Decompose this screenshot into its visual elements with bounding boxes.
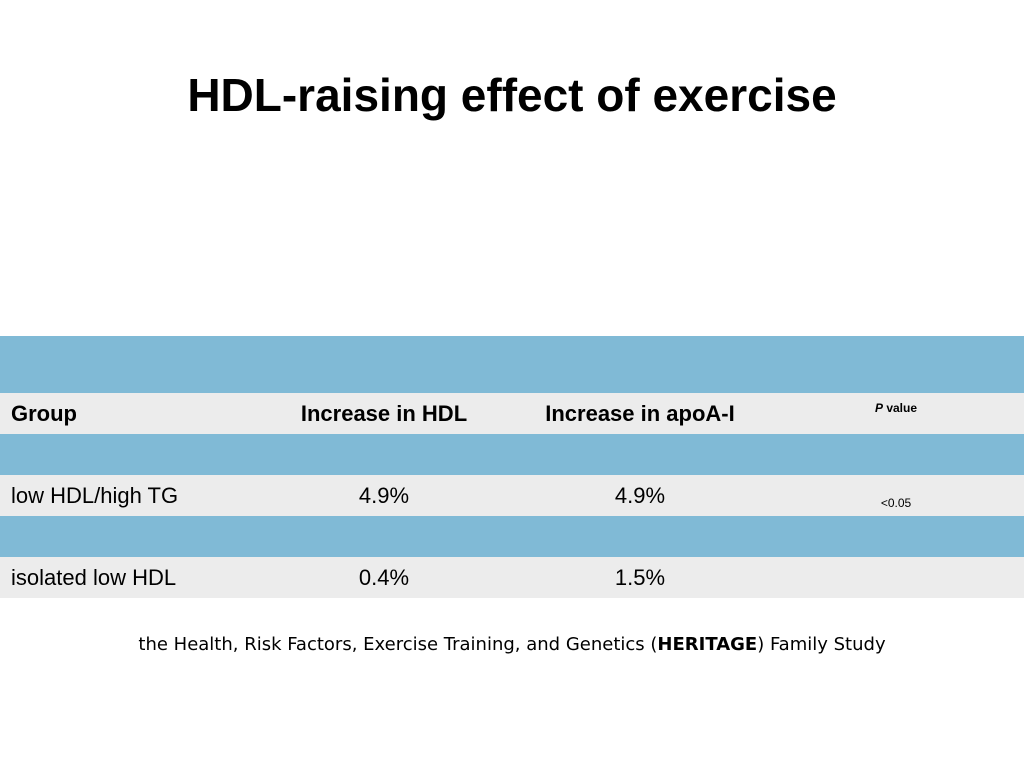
header-increase-apoa: Increase in apoA-I [545,400,735,426]
footnote-text-after: ) Family Study [757,634,886,655]
row-increase-apoa: 4.9% [614,482,666,508]
table-separator-band [0,516,1024,557]
footnote-study-name: HERITAGE [657,634,758,655]
table-top-band [0,336,1024,393]
table-row: low HDL/high TG 4.9% 4.9% <0.05 [0,475,1024,516]
row-p-value: <0.05 [880,496,912,510]
row-p-value [846,557,946,598]
row-group: low HDL/high TG [11,482,179,508]
row-group: isolated low HDL [11,564,177,590]
row-increase-hdl: 0.4% [358,564,410,590]
table-separator-band [0,434,1024,475]
slide-title: HDL-raising effect of exercise [187,69,837,121]
header-p-value: P value [846,393,946,415]
table-header-row: Group Increase in HDL Increase in apoA-I… [0,393,1024,434]
study-footnote: the Health, Risk Factors, Exercise Train… [0,634,1024,655]
header-group: Group [11,400,77,426]
header-p-letter: P [874,401,883,415]
table-row: isolated low HDL 0.4% 1.5% [0,557,1024,598]
footnote-text-before: the Health, Risk Factors, Exercise Train… [138,634,658,655]
header-increase-hdl: Increase in HDL [300,400,468,426]
row-increase-apoa: 1.5% [614,564,666,590]
results-table: Group Increase in HDL Increase in apoA-I… [0,336,1024,598]
header-p-word: value [882,401,918,415]
row-increase-hdl: 4.9% [358,482,410,508]
